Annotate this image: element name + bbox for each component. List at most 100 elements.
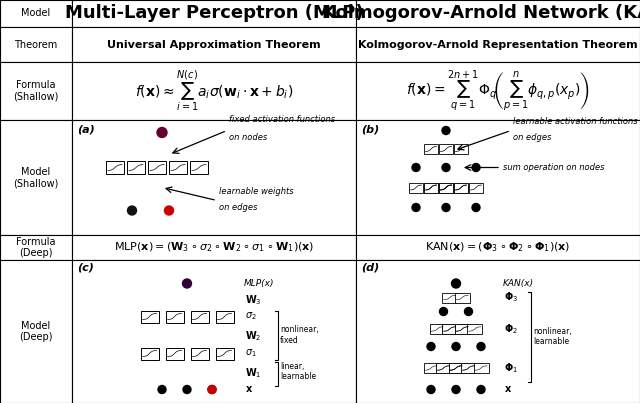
Text: MLP(x): MLP(x)	[244, 279, 275, 288]
Bar	[469, 183, 483, 193]
Text: $f(\mathbf{x}) \approx \sum_{i=1}^{N(c)} a_i\sigma(\mathbf{w}_i \cdot \mathbf{x}: $f(\mathbf{x}) \approx \sum_{i=1}^{N(c)}…	[135, 69, 293, 113]
Text: Kolmogorov-Arnold Network (KAN): Kolmogorov-Arnold Network (KAN)	[322, 4, 640, 23]
Text: Theorem: Theorem	[14, 39, 58, 50]
Bar	[169, 161, 187, 174]
Bar	[449, 363, 463, 373]
Text: learnable weights: learnable weights	[219, 187, 294, 195]
Text: $f(\mathbf{x}) = \sum_{q=1}^{2n+1} \Phi_q \!\left(\sum_{p=1}^{n} \phi_{q,p}(x_p): $f(\mathbf{x}) = \sum_{q=1}^{2n+1} \Phi_…	[406, 69, 590, 114]
Bar	[127, 161, 145, 174]
Circle shape	[208, 386, 216, 393]
Circle shape	[442, 164, 450, 172]
Circle shape	[412, 204, 420, 212]
Circle shape	[427, 343, 435, 351]
Circle shape	[440, 307, 447, 316]
Bar	[166, 310, 184, 322]
Bar	[148, 161, 166, 174]
Bar	[455, 324, 470, 334]
Text: (c): (c)	[77, 263, 94, 273]
Text: $\mathrm{MLP}(\mathbf{x}) = (\mathbf{W}_3 \circ \sigma_2 \circ \mathbf{W}_2 \cir: $\mathrm{MLP}(\mathbf{x}) = (\mathbf{W}_…	[114, 241, 314, 254]
Bar	[356, 120, 640, 235]
Text: Formula
(Deep): Formula (Deep)	[16, 237, 56, 258]
Bar	[436, 363, 451, 373]
Bar	[141, 347, 159, 359]
Bar	[72, 0, 356, 27]
Bar	[166, 347, 184, 359]
Bar	[72, 235, 356, 260]
Bar	[0, 260, 72, 403]
Bar	[439, 183, 453, 193]
Bar	[72, 27, 356, 62]
Text: nonlinear,
learnable: nonlinear, learnable	[533, 327, 572, 346]
Bar	[442, 293, 457, 303]
Bar	[467, 324, 483, 334]
Circle shape	[452, 343, 460, 351]
Bar	[439, 144, 453, 154]
Text: $\mathbf{\Phi}_3$: $\mathbf{\Phi}_3$	[504, 291, 518, 304]
Text: $\sigma_2$: $\sigma_2$	[245, 311, 257, 322]
Bar	[439, 183, 453, 193]
Text: Universal Approximation Theorem: Universal Approximation Theorem	[107, 39, 321, 50]
Circle shape	[472, 204, 480, 212]
Circle shape	[451, 279, 461, 288]
Circle shape	[208, 386, 216, 393]
Text: $\mathbf{W}_2$: $\mathbf{W}_2$	[245, 330, 261, 343]
Bar	[190, 161, 208, 174]
Bar	[356, 260, 640, 403]
Circle shape	[477, 343, 485, 351]
Bar	[442, 324, 457, 334]
Text: sum operation on nodes: sum operation on nodes	[503, 163, 605, 172]
Bar	[424, 144, 438, 154]
Bar	[356, 235, 640, 260]
Text: linear,
learnable: linear, learnable	[280, 362, 316, 381]
Bar	[106, 161, 124, 174]
Bar	[216, 347, 234, 359]
Bar	[356, 27, 640, 62]
Bar	[424, 183, 438, 193]
Bar	[474, 363, 488, 373]
Circle shape	[412, 164, 420, 172]
Bar	[72, 260, 356, 403]
Circle shape	[427, 386, 435, 393]
Text: KAN(x): KAN(x)	[503, 279, 534, 288]
Bar	[424, 363, 438, 373]
Bar	[454, 144, 468, 154]
Bar	[0, 27, 72, 62]
Circle shape	[465, 307, 472, 316]
Text: Model
(Shallow): Model (Shallow)	[13, 167, 59, 188]
Bar	[191, 310, 209, 322]
Circle shape	[164, 206, 173, 215]
Bar	[0, 62, 72, 120]
Text: (a): (a)	[77, 125, 95, 135]
Text: Model
(Deep): Model (Deep)	[19, 321, 52, 342]
Bar	[356, 62, 640, 120]
Circle shape	[472, 164, 480, 172]
Text: $\mathrm{KAN}(\mathbf{x}) = (\mathbf{\Phi}_3 \circ \mathbf{\Phi}_2 \circ \mathbf: $\mathrm{KAN}(\mathbf{x}) = (\mathbf{\Ph…	[426, 241, 571, 254]
Bar	[216, 310, 234, 322]
Text: $\mathbf{x}$: $\mathbf{x}$	[504, 384, 512, 395]
Text: $\mathbf{W}_1$: $\mathbf{W}_1$	[245, 367, 262, 380]
Bar	[191, 347, 209, 359]
Bar	[141, 310, 159, 322]
Text: $\sigma_1$: $\sigma_1$	[245, 348, 257, 359]
Text: (d): (d)	[361, 263, 380, 273]
Bar	[461, 363, 476, 373]
Circle shape	[452, 386, 460, 393]
Circle shape	[183, 386, 191, 393]
Text: $\mathbf{\Phi}_2$: $\mathbf{\Phi}_2$	[504, 322, 518, 336]
Bar	[454, 183, 468, 193]
Bar	[449, 363, 463, 373]
Bar	[0, 0, 72, 27]
Bar	[449, 363, 463, 373]
Bar	[429, 324, 445, 334]
Bar	[461, 363, 476, 373]
Bar	[72, 120, 356, 235]
Bar	[439, 183, 453, 193]
Bar	[455, 324, 470, 334]
Bar	[72, 62, 356, 120]
Bar	[455, 293, 470, 303]
Circle shape	[182, 279, 191, 288]
Circle shape	[157, 127, 167, 137]
Bar	[356, 0, 640, 27]
Text: (b): (b)	[361, 125, 380, 135]
Text: fixed activation functions: fixed activation functions	[229, 116, 335, 125]
